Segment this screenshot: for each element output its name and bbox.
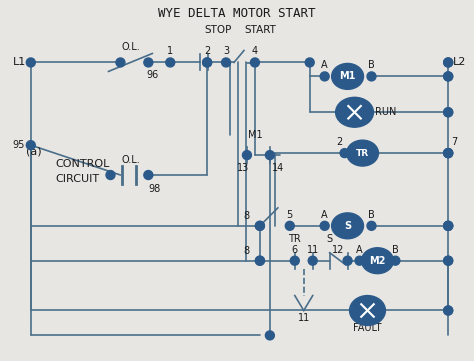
Circle shape: [444, 256, 453, 265]
Circle shape: [444, 149, 453, 158]
Circle shape: [265, 331, 274, 340]
Text: L2: L2: [453, 57, 466, 68]
Text: START: START: [244, 25, 276, 35]
Circle shape: [285, 221, 294, 230]
Circle shape: [444, 221, 453, 230]
Text: 1: 1: [167, 47, 173, 57]
Text: TR: TR: [288, 234, 301, 244]
Circle shape: [144, 58, 153, 67]
Text: FAULT: FAULT: [353, 323, 382, 334]
Text: RUN: RUN: [375, 107, 397, 117]
Text: 2: 2: [337, 137, 343, 147]
Circle shape: [340, 149, 349, 158]
Circle shape: [355, 256, 364, 265]
Text: L1: L1: [13, 57, 26, 68]
Ellipse shape: [332, 64, 364, 90]
Text: 2: 2: [204, 47, 210, 57]
Circle shape: [444, 72, 453, 81]
Circle shape: [391, 256, 400, 265]
Text: M1: M1: [247, 130, 262, 140]
Ellipse shape: [346, 140, 378, 166]
Text: WYE DELTA MOTOR START: WYE DELTA MOTOR START: [158, 7, 316, 20]
Text: CIRCUIT: CIRCUIT: [56, 174, 100, 184]
Circle shape: [343, 256, 352, 265]
Circle shape: [202, 58, 211, 67]
Text: 96: 96: [146, 70, 159, 81]
Text: 95: 95: [13, 140, 25, 150]
Circle shape: [320, 221, 329, 230]
Text: 8: 8: [243, 211, 249, 221]
Text: B: B: [392, 245, 399, 255]
Circle shape: [444, 256, 453, 265]
Text: A: A: [321, 60, 328, 70]
Text: 13: 13: [237, 163, 249, 173]
Circle shape: [444, 306, 453, 315]
Circle shape: [255, 256, 264, 265]
Circle shape: [308, 256, 317, 265]
Text: M1: M1: [339, 71, 356, 81]
Circle shape: [27, 141, 35, 149]
Circle shape: [243, 151, 251, 160]
Text: O.L.: O.L.: [121, 155, 140, 165]
Circle shape: [444, 108, 453, 117]
Text: STOP: STOP: [204, 25, 232, 35]
Circle shape: [221, 58, 230, 67]
Circle shape: [444, 221, 453, 230]
Circle shape: [265, 151, 274, 160]
Text: 12: 12: [332, 245, 345, 255]
Circle shape: [255, 221, 264, 230]
Circle shape: [27, 58, 35, 67]
Text: B: B: [368, 210, 375, 220]
Circle shape: [305, 58, 314, 67]
Ellipse shape: [336, 97, 374, 127]
Circle shape: [367, 72, 376, 81]
Circle shape: [444, 108, 453, 117]
Text: 98: 98: [148, 184, 161, 194]
Circle shape: [144, 170, 153, 179]
Text: 14: 14: [272, 163, 284, 173]
Text: O.L.: O.L.: [121, 42, 140, 52]
Text: 8: 8: [243, 246, 249, 256]
Text: 3: 3: [223, 47, 229, 57]
Text: M2: M2: [369, 256, 386, 266]
Text: 5: 5: [287, 210, 293, 220]
Circle shape: [116, 58, 125, 67]
Text: A: A: [356, 245, 363, 255]
Text: 4: 4: [252, 47, 258, 57]
Circle shape: [290, 256, 299, 265]
Circle shape: [444, 306, 453, 315]
Ellipse shape: [349, 296, 385, 325]
Circle shape: [202, 58, 211, 67]
Circle shape: [255, 221, 264, 230]
Circle shape: [444, 58, 453, 67]
Circle shape: [255, 256, 264, 265]
Text: 11: 11: [298, 313, 310, 323]
Circle shape: [444, 149, 453, 158]
Circle shape: [166, 58, 175, 67]
Ellipse shape: [362, 248, 393, 274]
Text: (a): (a): [26, 146, 41, 156]
Circle shape: [444, 149, 453, 158]
Text: 11: 11: [307, 245, 319, 255]
Text: 6: 6: [292, 245, 298, 255]
Circle shape: [106, 170, 115, 179]
Text: S: S: [327, 234, 333, 244]
Text: S: S: [344, 221, 351, 231]
Text: A: A: [321, 210, 328, 220]
Circle shape: [250, 58, 259, 67]
Circle shape: [444, 72, 453, 81]
Circle shape: [444, 58, 453, 67]
Text: CONTROL: CONTROL: [56, 159, 110, 169]
Ellipse shape: [332, 213, 364, 239]
Circle shape: [444, 221, 453, 230]
Circle shape: [320, 72, 329, 81]
Text: B: B: [368, 60, 375, 70]
Text: 7: 7: [451, 137, 457, 147]
Text: TR: TR: [356, 149, 369, 158]
Circle shape: [367, 221, 376, 230]
